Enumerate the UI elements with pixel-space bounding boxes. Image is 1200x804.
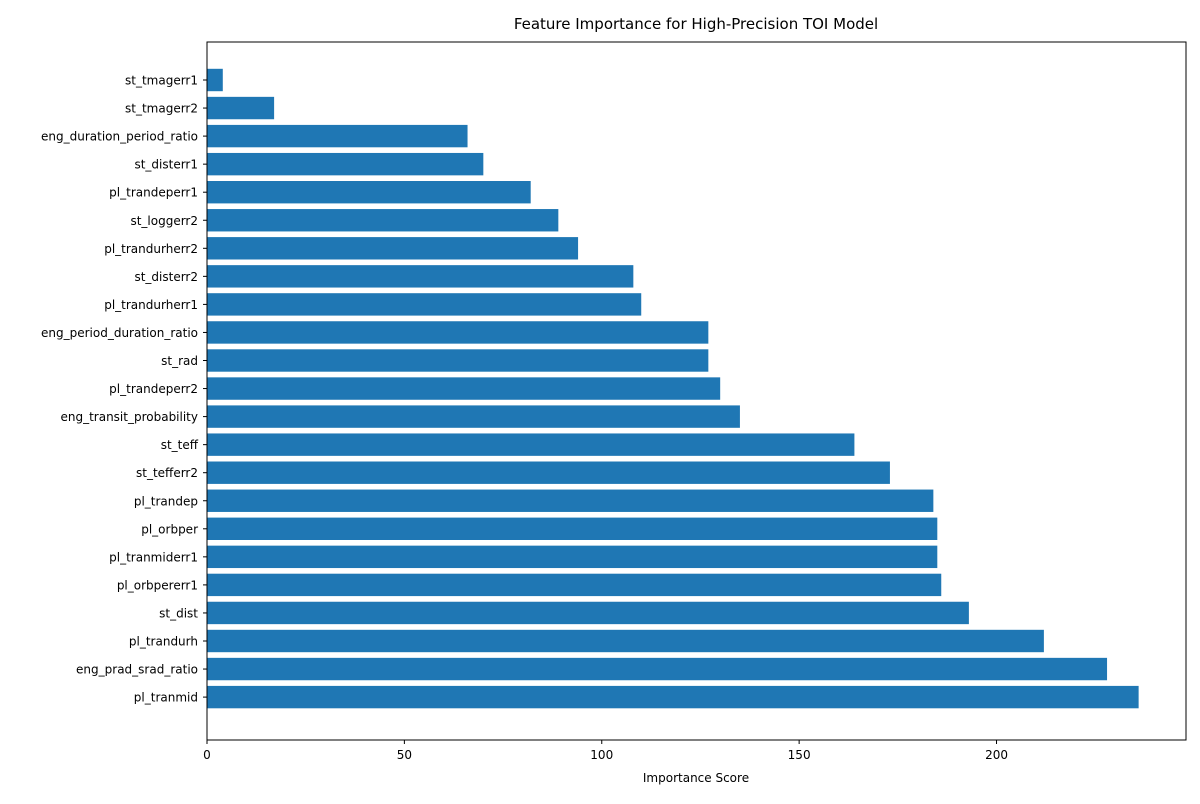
y-tick-label: st_tmagerr2: [125, 102, 198, 116]
y-tick-label: st_rad: [161, 354, 198, 368]
bar-eng_duration_period_ratio: [207, 124, 468, 148]
x-tick-label: 150: [788, 748, 811, 762]
bar-eng_prad_srad_ratio: [207, 657, 1108, 681]
bar-pl_trandurh: [207, 629, 1044, 653]
plot-frame: [206, 41, 1187, 741]
bar-pl_orbpererr1: [207, 573, 942, 597]
bars-layer: [207, 68, 1139, 709]
y-tick-label: eng_period_duration_ratio: [41, 326, 198, 340]
bar-st_disterr1: [207, 152, 484, 176]
bar-st_disterr2: [207, 265, 634, 288]
y-tick-label: st_teff: [161, 438, 199, 452]
y-tick-label: st_tmagerr1: [125, 74, 198, 88]
bar-pl_tranmid: [207, 685, 1139, 709]
bar-pl_tranmiderr1: [207, 545, 938, 569]
bar-pl_trandeperr1: [207, 181, 531, 204]
y-tick-label: pl_trandeperr1: [109, 186, 198, 200]
y-tick-label: eng_prad_srad_ratio: [76, 663, 198, 677]
y-tick-label: pl_tranmiderr1: [109, 550, 198, 564]
y-tick-label: st_disterr1: [134, 158, 198, 172]
y-tick-label: pl_trandep: [134, 494, 198, 508]
y-tick-label: eng_duration_period_ratio: [41, 130, 198, 144]
bar-st_tmagerr2: [207, 96, 275, 120]
bar-st_loggerr2: [207, 209, 559, 232]
x-tick-label: 100: [590, 748, 613, 762]
bar-st_tefferr2: [207, 461, 890, 484]
bar-eng_period_duration_ratio: [207, 321, 709, 344]
bar-st_tmagerr1: [207, 68, 223, 92]
y-tick-label: st_loggerr2: [130, 214, 198, 228]
bar-pl_orbper: [207, 517, 938, 540]
y-tick-label: eng_transit_probability: [60, 410, 198, 424]
bar-eng_transit_probability: [207, 405, 740, 428]
y-tick-label: pl_trandurherr1: [104, 298, 198, 312]
bar-st_dist: [207, 601, 969, 625]
x-tick-label: 0: [203, 748, 211, 762]
bar-pl_trandep: [207, 489, 934, 512]
y-tick-label: pl_trandeperr2: [109, 382, 198, 396]
x-tick-label: 50: [397, 748, 412, 762]
bar-st_rad: [207, 349, 709, 372]
bar-pl_trandurherr2: [207, 237, 579, 260]
axes-layer: st_tmagerr1 st_tmagerr2 eng_duration_perio…: [41, 41, 1187, 762]
x-axis-title: Importance Score: [643, 771, 749, 785]
y-tick-label: pl_trandurherr2: [104, 242, 198, 256]
y-tick-label: st_dist: [159, 606, 198, 620]
x-tick-label: 200: [985, 748, 1008, 762]
y-tick-label: pl_tranmid: [134, 691, 198, 705]
y-tick-label: pl_orbpererr1: [117, 578, 198, 592]
y-tick-label: pl_trandurh: [129, 635, 198, 649]
bar-pl_trandurherr1: [207, 293, 642, 316]
y-tick-label: pl_orbper: [141, 522, 198, 536]
y-tick-label: st_tefferr2: [136, 466, 198, 480]
bar-st_teff: [207, 433, 855, 456]
bar-pl_trandeperr2: [207, 377, 721, 400]
y-tick-label: st_disterr2: [134, 270, 198, 284]
chart-title: Feature Importance for High-Precision TO…: [514, 15, 878, 33]
